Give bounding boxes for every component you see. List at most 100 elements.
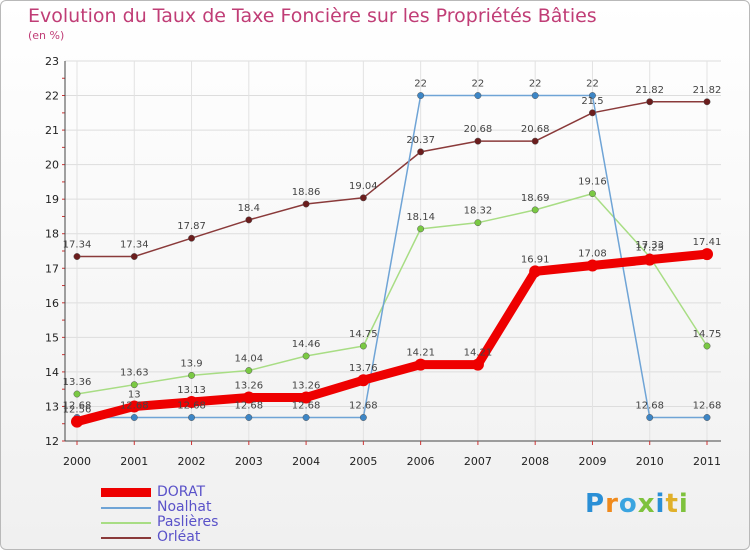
data-point-orléat	[474, 137, 482, 145]
data-point-orléat	[245, 216, 253, 224]
chart-title: Evolution du Taux de Taxe Foncière sur l…	[28, 5, 597, 27]
data-label-dorat: 13.76	[349, 363, 378, 374]
data-label-paslières: 14.04	[234, 354, 263, 365]
data-label-noalhat: 22	[529, 79, 542, 90]
data-point-dorat	[471, 358, 484, 371]
data-label-paslières: 14.75	[693, 329, 722, 340]
data-point-dorat	[71, 415, 83, 428]
data-label-dorat: 17.08	[578, 249, 607, 260]
data-point-paslières	[703, 342, 711, 350]
data-label-dorat: 16.91	[521, 254, 550, 265]
legend-item-dorat: DORAT	[101, 485, 218, 500]
y-tick-label: 20	[45, 159, 59, 172]
data-label-dorat: 14.21	[464, 348, 493, 359]
proxiti-logo: Proxiti	[585, 489, 689, 519]
data-point-dorat	[128, 400, 141, 413]
y-tick-label: 21	[45, 124, 59, 137]
data-point-orléat	[73, 253, 81, 260]
data-label-noalhat: 12.68	[177, 401, 206, 412]
x-tick-label: 2000	[63, 455, 91, 468]
data-point-noalhat	[703, 414, 711, 421]
x-tick-label: 2003	[235, 455, 263, 468]
data-point-dorat	[300, 391, 313, 404]
data-point-dorat	[357, 374, 370, 387]
data-point-noalhat	[417, 92, 425, 99]
x-tick-label: 2005	[349, 455, 377, 468]
data-point-paslières	[359, 342, 367, 350]
y-tick-label: 14	[45, 366, 59, 379]
data-point-paslières	[130, 381, 138, 389]
data-label-orléat: 20.37	[406, 135, 435, 146]
legend-label: Noalhat	[157, 499, 212, 515]
x-tick-label: 2008	[521, 455, 549, 468]
logo-letter: i	[655, 489, 666, 519]
data-label-noalhat: 12.68	[234, 401, 263, 412]
data-point-paslières	[302, 352, 310, 360]
data-point-orléat	[646, 98, 654, 106]
data-label-orléat: 21.82	[635, 85, 664, 96]
data-label-dorat: 12.56	[63, 405, 92, 416]
data-label-noalhat: 12.68	[693, 401, 722, 412]
data-point-noalhat	[130, 414, 138, 421]
data-label-noalhat: 22	[414, 79, 427, 90]
series-line-orléat	[76, 101, 708, 258]
data-label-orléat: 17.87	[177, 221, 206, 232]
data-point-orléat	[188, 234, 195, 242]
data-label-orléat: 17.34	[63, 240, 92, 251]
data-point-noalhat	[646, 414, 654, 421]
legend-item-noalhat: Noalhat	[101, 500, 218, 515]
data-point-paslières	[188, 371, 195, 379]
unit-label: (en %)	[28, 29, 65, 42]
data-label-paslières: 18.32	[464, 206, 493, 217]
data-label-noalhat: 12.68	[292, 401, 321, 412]
data-point-noalhat	[589, 92, 596, 99]
x-tick-label: 2002	[178, 455, 206, 468]
data-label-noalhat: 22	[586, 79, 599, 90]
logo-letter: P	[585, 489, 606, 519]
data-label-paslières: 19.16	[578, 177, 607, 188]
y-tick-label: 19	[45, 193, 59, 206]
data-point-noalhat	[359, 414, 367, 421]
data-label-dorat: 14.21	[406, 348, 435, 359]
data-label-paslières: 14.75	[349, 329, 378, 340]
data-label-dorat: 13	[128, 389, 141, 400]
x-tick-label: 2001	[120, 455, 148, 468]
data-label-paslières: 17.33	[635, 240, 664, 251]
data-point-orléat	[703, 98, 711, 106]
data-label-noalhat: 12.68	[63, 401, 92, 412]
data-point-orléat	[417, 148, 425, 156]
data-label-orléat: 18.86	[292, 187, 321, 198]
logo-letter: i	[678, 489, 689, 519]
data-label-orléat: 21.82	[693, 85, 722, 96]
legend-label: Orléat	[157, 529, 201, 545]
legend-label: DORAT	[157, 484, 206, 500]
data-label-orléat: 18.4	[238, 203, 260, 214]
x-tick-label: 2004	[292, 455, 320, 468]
series-line-paslières	[76, 192, 708, 395]
x-tick-label: 2007	[464, 455, 492, 468]
data-label-dorat: 13.13	[177, 385, 206, 396]
logo-letter: o	[618, 489, 638, 519]
x-tick-label: 2009	[578, 455, 606, 468]
data-point-noalhat	[302, 414, 310, 421]
data-point-dorat	[643, 253, 656, 266]
y-tick-label: 18	[45, 228, 59, 241]
y-tick-label: 17	[45, 262, 59, 275]
data-point-paslières	[589, 190, 596, 198]
series-line-dorat	[72, 249, 712, 427]
logo-letter: x	[637, 489, 656, 519]
data-label-paslières: 13.63	[120, 368, 149, 379]
series-line-noalhat	[76, 94, 708, 419]
data-point-paslières	[417, 225, 425, 233]
y-tick-label: 22	[45, 90, 59, 103]
data-label-paslières: 18.69	[521, 193, 550, 204]
data-point-dorat	[586, 259, 599, 272]
legend-swatch	[101, 488, 151, 497]
data-point-noalhat	[531, 92, 539, 99]
data-point-dorat	[701, 248, 713, 261]
data-point-noalhat	[474, 92, 482, 99]
data-label-dorat: 13.26	[292, 380, 321, 391]
legend-swatch	[101, 536, 151, 539]
